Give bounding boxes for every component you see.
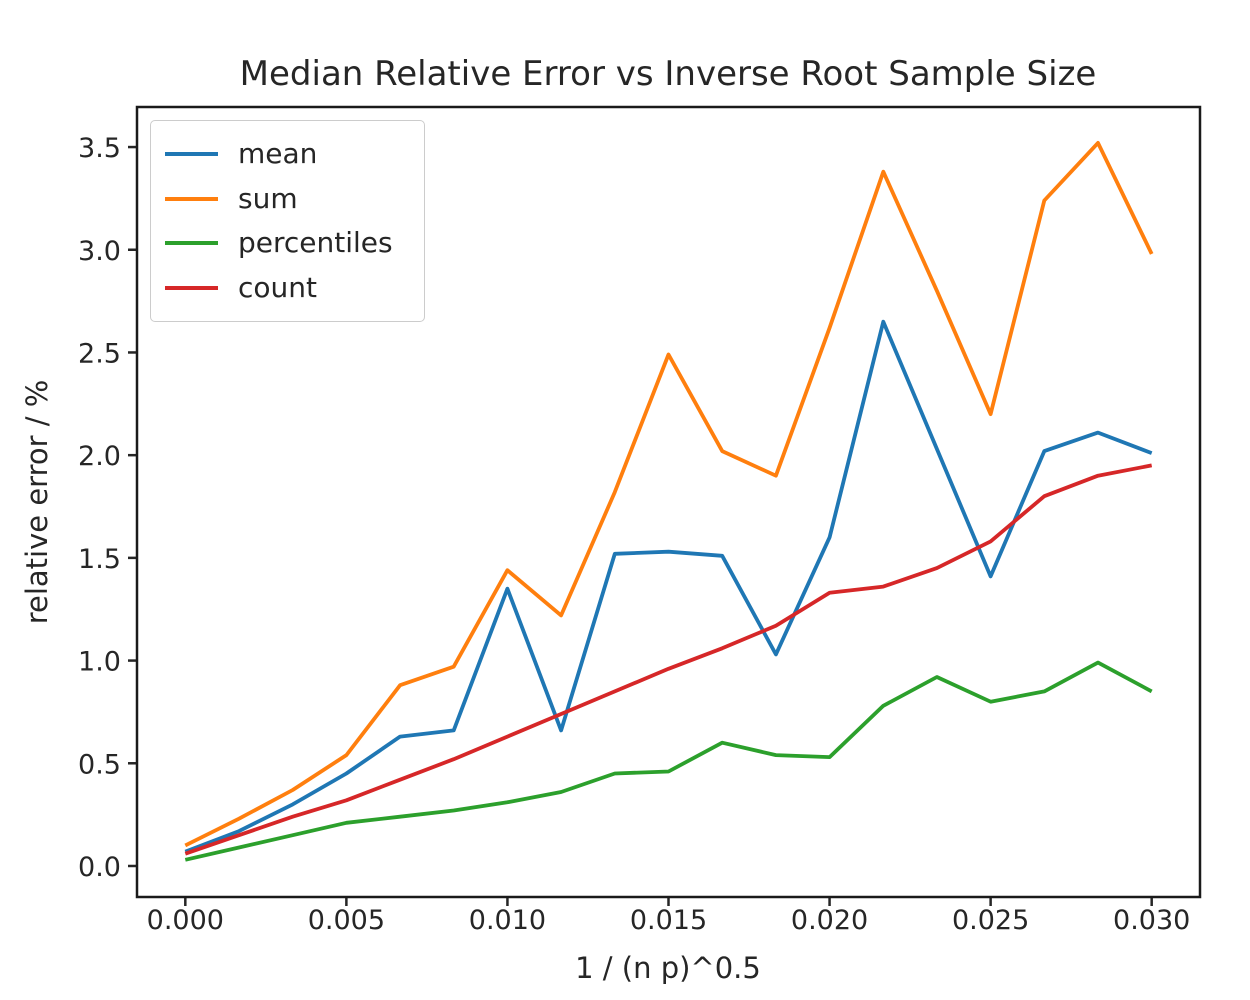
series-line-percentiles: [184, 660, 1153, 862]
legend-label: percentiles: [238, 226, 393, 260]
x-tick-label: 0.030: [1113, 905, 1190, 936]
series-line-mean: [184, 319, 1153, 854]
legend-line-swatch: [165, 241, 218, 246]
legend: mean sum percentiles count: [150, 120, 425, 322]
y-tick-label: 3.0: [78, 236, 121, 267]
legend-item-mean: mean: [165, 132, 410, 177]
legend-line-swatch: [165, 152, 218, 157]
x-tick-label: 0.020: [791, 905, 868, 936]
x-tick-label: 0.025: [952, 905, 1029, 936]
y-tick-label: 1.5: [78, 544, 121, 575]
legend-item-sum: sum: [165, 177, 410, 222]
legend-label: count: [238, 270, 317, 304]
y-tick-label: 0.0: [78, 852, 121, 883]
legend-item-percentiles: percentiles: [165, 221, 410, 266]
y-tick-label: 0.5: [78, 749, 121, 780]
chart-title: Median Relative Error vs Inverse Root Sa…: [239, 54, 1097, 94]
y-axis-label: relative error / %: [20, 379, 54, 625]
y-tick-label: 3.5: [78, 133, 121, 164]
x-tick-label: 0.000: [147, 905, 224, 936]
x-tick-label: 0.010: [469, 905, 546, 936]
y-tick-label: 1.0: [78, 647, 121, 678]
x-axis-label: 1 / (n p)^0.5: [575, 951, 761, 985]
legend-label: sum: [238, 181, 298, 215]
y-tick-label: 2.0: [78, 441, 121, 472]
x-tick-label: 0.015: [630, 905, 707, 936]
series-line-sum: [184, 140, 1154, 848]
x-tick-label: 0.005: [308, 905, 385, 936]
legend-label: mean: [238, 137, 318, 171]
legend-line-swatch: [165, 285, 218, 290]
series-line-count: [184, 463, 1153, 856]
axes-frame: [135, 105, 1202, 899]
y-tick-label: 2.5: [78, 338, 121, 369]
legend-line-swatch: [165, 196, 218, 201]
legend-item-count: count: [165, 266, 410, 311]
